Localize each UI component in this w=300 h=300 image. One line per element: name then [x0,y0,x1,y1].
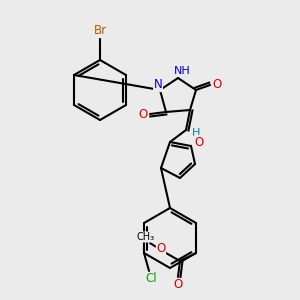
Text: CH₃: CH₃ [137,232,155,242]
Text: O: O [212,79,222,92]
Text: N: N [154,79,162,92]
Text: Br: Br [93,25,106,38]
Text: H: H [192,128,200,138]
Text: NH: NH [174,66,190,76]
Text: O: O [173,278,183,292]
Text: O: O [194,136,204,148]
Text: Cl: Cl [145,272,157,286]
Text: O: O [138,107,148,121]
Text: O: O [156,242,166,254]
